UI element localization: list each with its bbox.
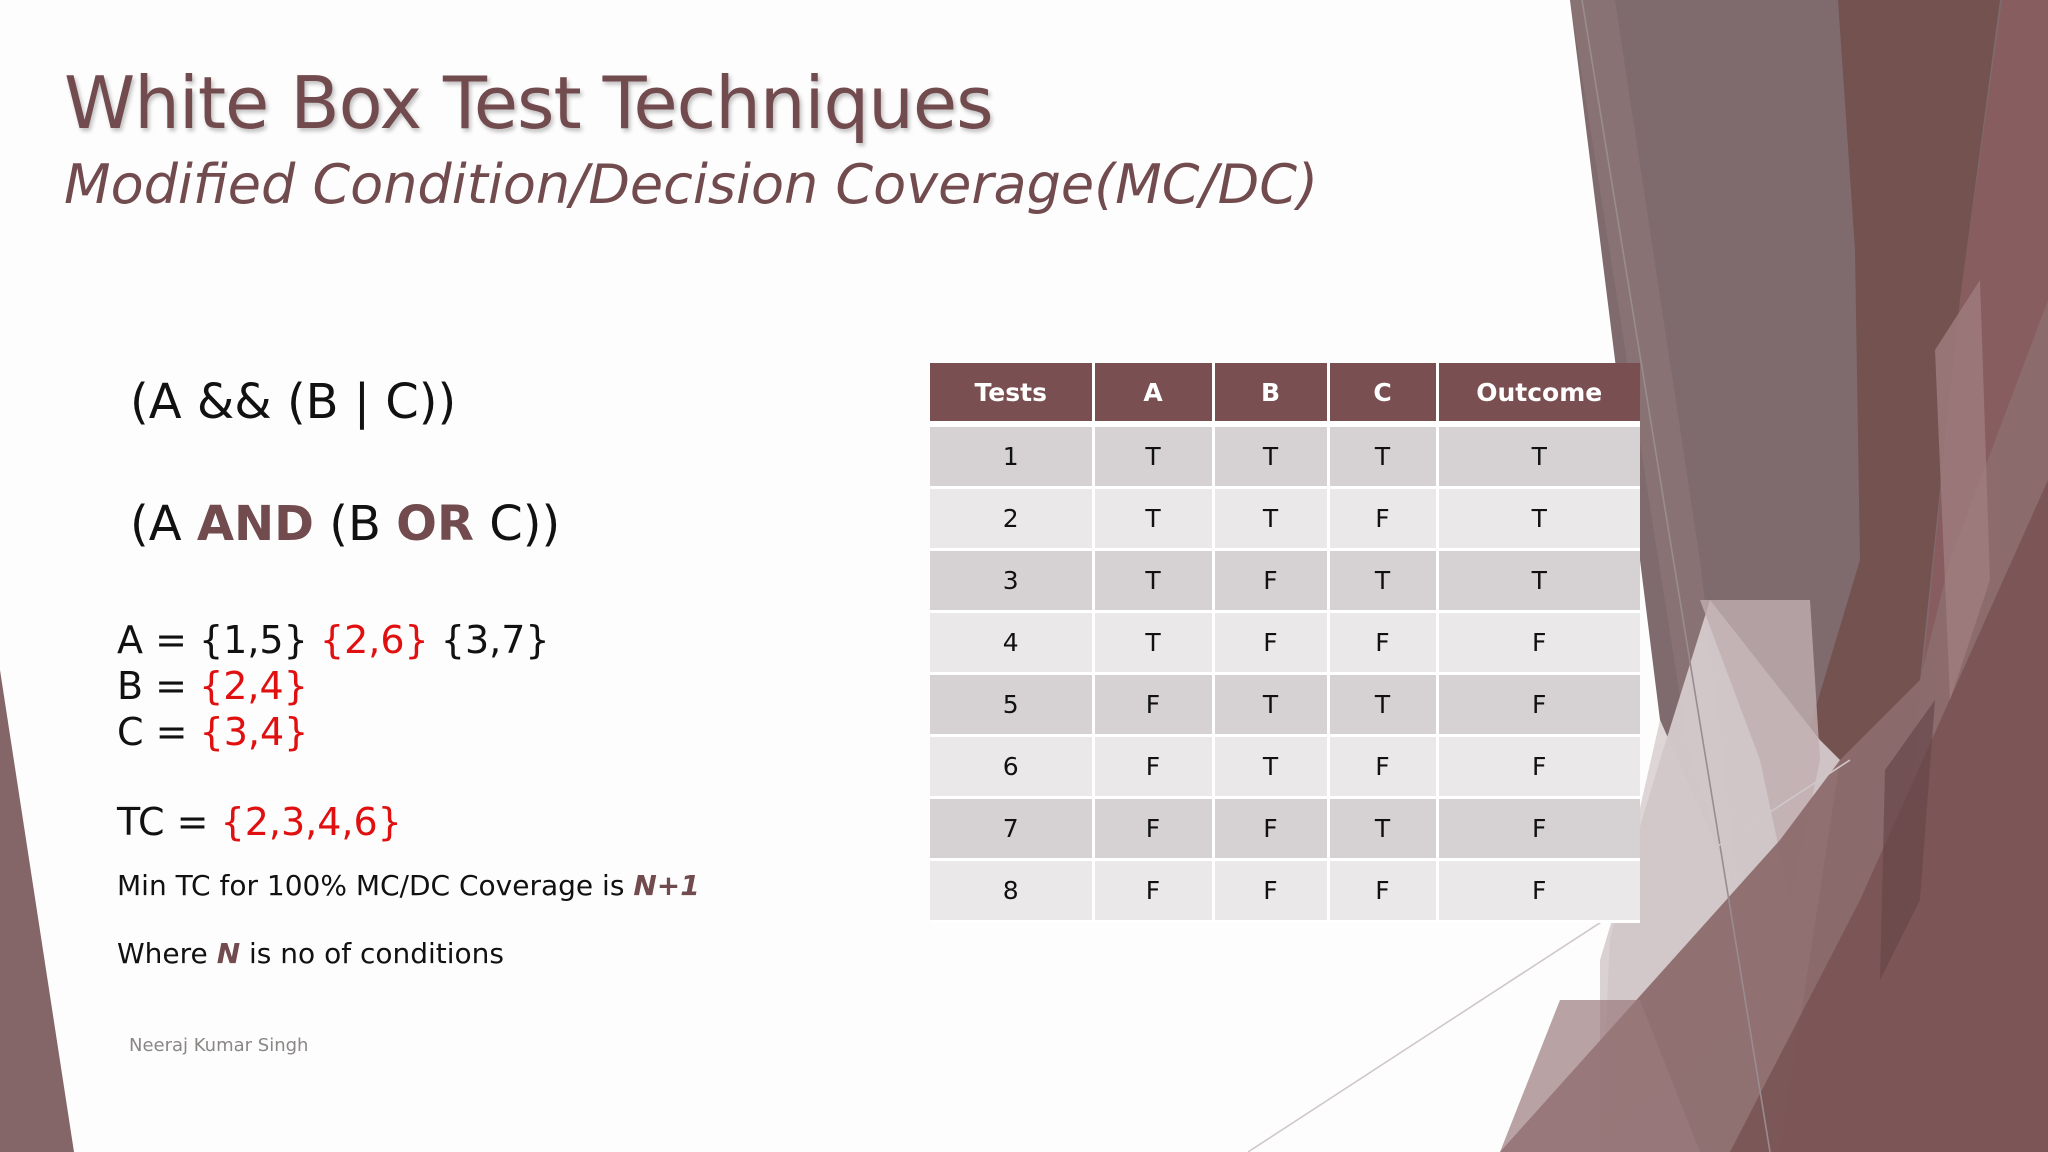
cell-test: 5	[930, 673, 1095, 737]
expression-part: (A	[130, 496, 197, 552]
cell-outcome: F	[1435, 859, 1640, 923]
cell-c: F	[1326, 611, 1439, 675]
cell-test: 7	[930, 797, 1095, 861]
table-header-row: Tests A B C Outcome	[930, 363, 1640, 427]
test-case-set: TC = {2,3,4,6}	[117, 799, 402, 845]
cell-b: T	[1211, 673, 1330, 737]
header-a: A	[1091, 363, 1215, 427]
slide-title: White Box Test Techniques	[64, 61, 994, 145]
pair-highlighted: {2,6}	[319, 618, 429, 662]
cell-test: 3	[930, 549, 1095, 613]
expression-part: C))	[473, 496, 561, 552]
condition-label: A =	[117, 618, 199, 662]
table-row: 8 F F F F	[930, 859, 1640, 923]
note-text: Where	[117, 937, 217, 970]
author-footer: Neeraj Kumar Singh	[129, 1035, 309, 1056]
cell-b: F	[1211, 797, 1330, 861]
header-tests: Tests	[930, 363, 1095, 427]
pair: {1,5}	[199, 618, 308, 662]
table-row: 4 T F F F	[930, 611, 1640, 675]
cell-outcome: T	[1435, 549, 1640, 613]
cell-outcome: T	[1435, 424, 1640, 489]
table-row: 7 F F T F	[930, 797, 1640, 861]
cell-b: T	[1211, 487, 1330, 551]
cell-b: T	[1211, 424, 1330, 489]
cell-a: F	[1091, 859, 1215, 923]
cell-outcome: F	[1435, 797, 1640, 861]
slide-subtitle: Modified Condition/Decision Coverage(MC/…	[64, 153, 1319, 216]
condition-c-pairs: C = {3,4}	[117, 709, 550, 755]
cell-outcome: F	[1435, 735, 1640, 799]
and-keyword: AND	[196, 496, 314, 552]
cell-c: T	[1326, 673, 1439, 737]
cell-outcome: F	[1435, 611, 1640, 675]
cell-b: F	[1211, 611, 1330, 675]
header-b: B	[1211, 363, 1330, 427]
formula: N+1	[633, 869, 700, 902]
tc-label: TC =	[117, 800, 221, 844]
cell-test: 1	[930, 424, 1095, 489]
table-row: 3 T F T T	[930, 549, 1640, 613]
pair-highlighted: {3,4}	[199, 710, 309, 754]
condition-label: C =	[117, 710, 200, 754]
min-tc-note: Min TC for 100% MC/DC Coverage is N+1	[117, 868, 700, 904]
note-text: Min TC for 100% MC/DC Coverage is	[117, 869, 634, 902]
cell-a: F	[1091, 797, 1215, 861]
expression-part: (B	[314, 496, 397, 552]
variable: N	[216, 937, 241, 970]
or-keyword: OR	[396, 496, 474, 552]
table-row: 2 T T F T	[930, 487, 1640, 551]
cell-a: F	[1091, 735, 1215, 799]
cell-test: 6	[930, 735, 1095, 799]
pair: {3,7}	[440, 618, 550, 662]
cell-a: T	[1091, 611, 1215, 675]
condition-pairs: A = {1,5} {2,6} {3,7} B = {2,4} C = {3,4…	[117, 617, 550, 755]
cell-c: F	[1326, 859, 1439, 923]
cell-c: F	[1326, 487, 1439, 551]
cell-a: T	[1091, 424, 1215, 489]
condition-a-pairs: A = {1,5} {2,6} {3,7}	[117, 617, 550, 663]
condition-label: B =	[117, 664, 200, 708]
expression-symbolic: (A && (B | C))	[130, 374, 457, 430]
cell-test: 2	[930, 487, 1095, 551]
cell-b: F	[1211, 859, 1330, 923]
cell-c: T	[1326, 549, 1439, 613]
cell-a: F	[1091, 673, 1215, 737]
cell-outcome: F	[1435, 673, 1640, 737]
cell-a: T	[1091, 487, 1215, 551]
tc-value: {2,3,4,6}	[220, 800, 402, 844]
cell-c: T	[1326, 797, 1439, 861]
note-text: is no of conditions	[240, 937, 505, 970]
where-note: Where N is no of conditions	[117, 936, 504, 972]
cell-b: T	[1211, 735, 1330, 799]
condition-b-pairs: B = {2,4}	[117, 663, 550, 709]
cell-outcome: T	[1435, 487, 1640, 551]
truth-table: Tests A B C Outcome 1 T T T T 2 T T F T	[930, 363, 1640, 923]
header-outcome: Outcome	[1435, 363, 1640, 427]
expression-verbal: (A AND (B OR C))	[130, 494, 560, 554]
cell-c: T	[1326, 424, 1439, 489]
pair-highlighted: {2,4}	[199, 664, 308, 708]
cell-b: F	[1211, 549, 1330, 613]
cell-a: T	[1091, 549, 1215, 613]
table-row: 5 F T T F	[930, 673, 1640, 737]
cell-test: 4	[930, 611, 1095, 675]
table-row: 6 F T F F	[930, 735, 1640, 799]
cell-test: 8	[930, 859, 1095, 923]
table-row: 1 T T T T	[930, 424, 1640, 489]
cell-c: F	[1326, 735, 1439, 799]
header-c: C	[1326, 363, 1439, 427]
